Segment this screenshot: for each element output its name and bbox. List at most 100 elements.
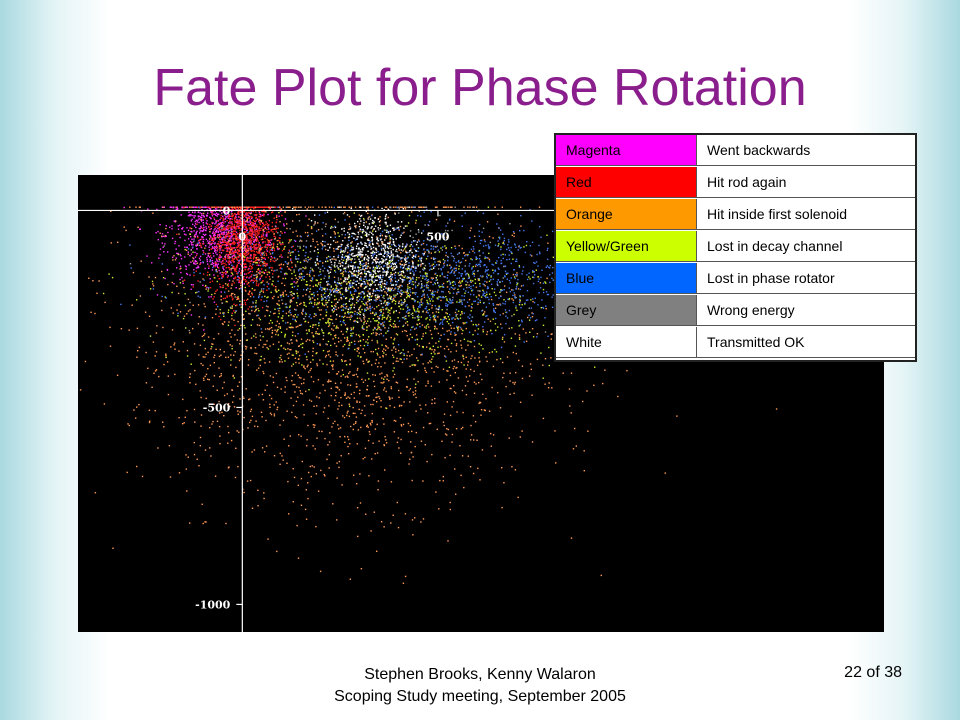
data-point bbox=[544, 383, 546, 385]
data-point bbox=[280, 263, 282, 265]
data-point bbox=[184, 265, 187, 267]
data-point bbox=[531, 316, 534, 318]
data-point bbox=[486, 360, 488, 363]
data-point bbox=[260, 260, 262, 263]
data-point bbox=[350, 258, 352, 260]
data-point bbox=[327, 332, 330, 335]
data-point bbox=[385, 206, 388, 208]
data-point bbox=[256, 247, 258, 249]
data-point bbox=[276, 219, 278, 221]
data-point bbox=[205, 227, 208, 230]
data-point bbox=[454, 339, 456, 341]
data-point bbox=[271, 332, 274, 334]
data-point bbox=[327, 284, 329, 286]
data-point bbox=[347, 251, 349, 254]
data-point bbox=[452, 302, 454, 304]
data-point bbox=[164, 296, 166, 298]
data-point bbox=[374, 268, 376, 270]
data-point bbox=[205, 373, 208, 376]
data-point bbox=[386, 375, 389, 377]
data-point bbox=[228, 295, 231, 297]
data-point bbox=[272, 243, 275, 245]
data-point bbox=[398, 447, 400, 449]
data-point bbox=[446, 298, 448, 300]
data-point bbox=[215, 269, 218, 272]
data-point bbox=[367, 218, 369, 220]
data-point bbox=[217, 241, 220, 243]
data-point bbox=[340, 375, 342, 377]
data-point bbox=[433, 319, 435, 321]
data-point bbox=[221, 221, 223, 224]
data-point bbox=[491, 386, 493, 389]
data-point bbox=[269, 403, 271, 406]
data-point bbox=[208, 226, 210, 228]
data-point bbox=[209, 259, 211, 261]
data-point bbox=[238, 261, 240, 263]
data-point bbox=[237, 213, 239, 215]
data-point bbox=[217, 243, 220, 245]
data-point bbox=[193, 269, 195, 271]
data-point bbox=[427, 281, 430, 283]
data-point bbox=[259, 215, 261, 218]
data-point bbox=[274, 260, 276, 263]
data-point bbox=[231, 214, 234, 217]
data-point bbox=[364, 379, 367, 381]
data-point bbox=[547, 242, 549, 244]
data-point bbox=[508, 297, 511, 300]
data-point bbox=[461, 389, 464, 392]
data-point bbox=[229, 268, 231, 271]
data-point bbox=[339, 315, 341, 317]
data-point bbox=[152, 285, 155, 287]
data-point bbox=[198, 218, 200, 220]
data-point bbox=[528, 276, 530, 278]
data-point bbox=[427, 362, 429, 364]
data-point bbox=[406, 296, 408, 299]
data-point bbox=[148, 409, 151, 411]
data-point bbox=[385, 353, 387, 356]
data-point bbox=[367, 238, 369, 240]
data-point bbox=[200, 246, 202, 248]
data-point bbox=[348, 372, 350, 375]
data-point bbox=[300, 477, 303, 480]
data-point bbox=[380, 308, 382, 311]
data-point bbox=[427, 303, 429, 305]
data-point bbox=[364, 320, 366, 322]
data-point bbox=[321, 244, 324, 246]
data-point bbox=[518, 336, 521, 339]
data-point bbox=[356, 347, 358, 349]
data-point bbox=[262, 236, 264, 238]
data-point bbox=[200, 218, 203, 221]
data-point bbox=[221, 275, 224, 278]
data-point bbox=[267, 348, 270, 350]
data-point bbox=[223, 233, 226, 235]
data-point bbox=[195, 254, 198, 257]
data-point bbox=[260, 220, 262, 223]
data-point bbox=[263, 213, 265, 215]
data-point bbox=[253, 277, 255, 280]
data-point bbox=[267, 296, 269, 298]
data-point bbox=[354, 348, 356, 351]
data-point bbox=[250, 419, 252, 422]
data-point bbox=[245, 228, 247, 230]
data-point bbox=[242, 226, 245, 228]
data-point bbox=[232, 230, 235, 232]
data-point bbox=[180, 255, 182, 257]
data-point bbox=[433, 318, 435, 320]
data-point bbox=[224, 207, 226, 210]
data-point bbox=[264, 295, 266, 298]
data-point bbox=[462, 358, 465, 360]
data-point bbox=[359, 502, 362, 504]
data-point bbox=[511, 466, 513, 468]
data-point bbox=[338, 466, 340, 469]
data-point bbox=[306, 338, 309, 341]
data-point bbox=[202, 240, 204, 243]
data-point bbox=[352, 412, 354, 414]
data-point bbox=[165, 356, 167, 359]
data-point bbox=[196, 458, 198, 460]
data-point bbox=[208, 267, 210, 269]
data-point bbox=[266, 340, 268, 342]
data-point bbox=[258, 216, 260, 218]
data-point bbox=[359, 317, 361, 319]
data-point bbox=[223, 231, 225, 233]
data-point bbox=[299, 235, 301, 237]
